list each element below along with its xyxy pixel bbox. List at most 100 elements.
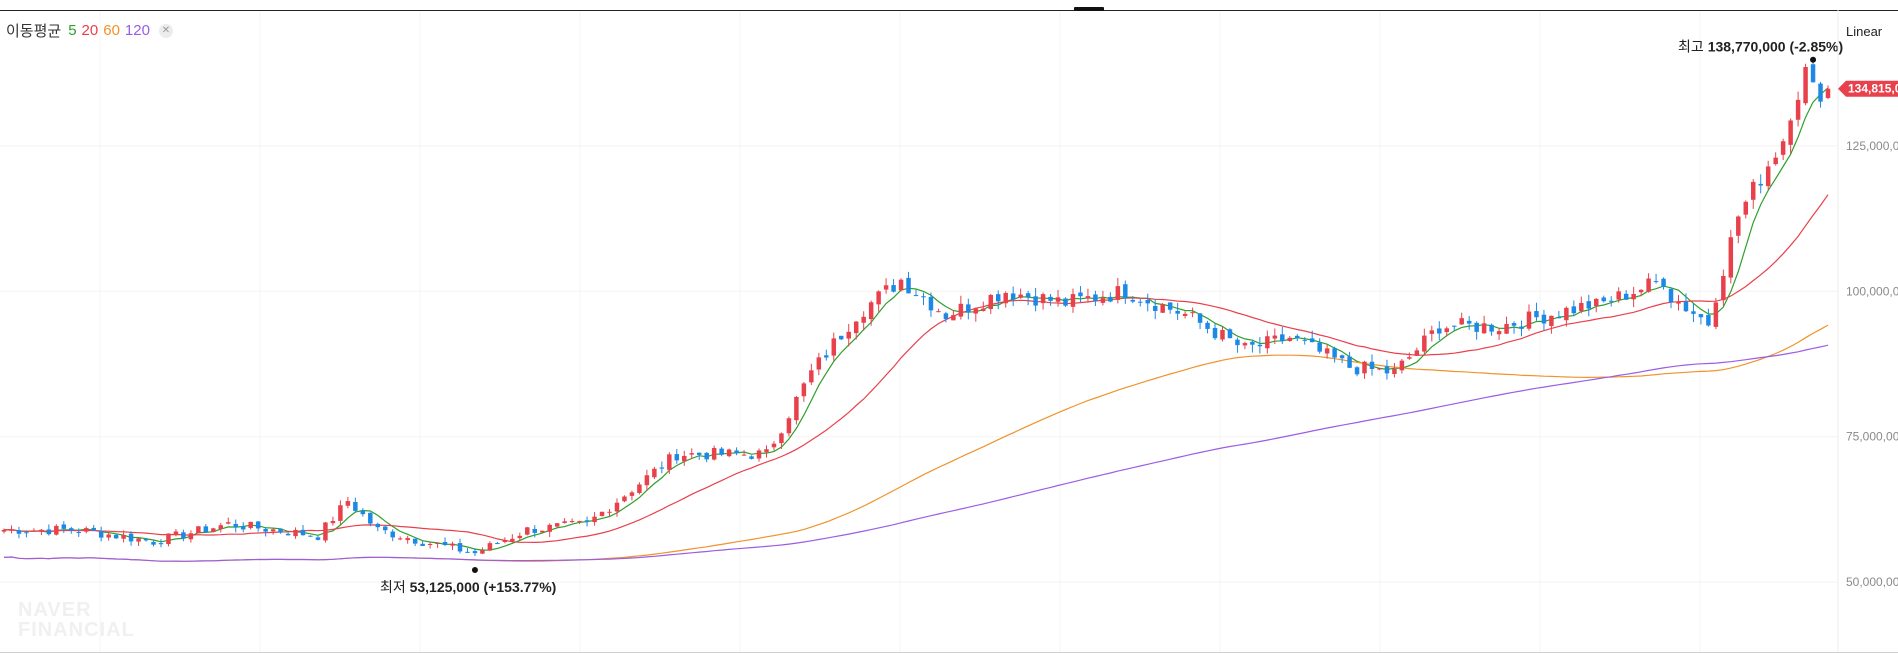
candle-body-113 [846, 331, 851, 339]
scale-mode-label: Linear [1846, 24, 1883, 39]
candle-body-7 [54, 525, 59, 535]
moving-average-legend: 이동평균 5 20 60 120 ✕ [6, 20, 173, 41]
candle-body-16 [121, 535, 126, 539]
candle-body-121 [906, 277, 911, 294]
candle-body-122 [913, 295, 919, 297]
candle-body-123 [921, 296, 926, 298]
candle-body-96 [719, 448, 724, 455]
candle-body-25 [188, 533, 194, 540]
candle-body-137 [1025, 293, 1031, 298]
candle-body-178 [1332, 348, 1337, 358]
watermark-line1: NAVER [18, 599, 92, 621]
candle-body-13 [98, 530, 104, 538]
candle-body-228 [1706, 315, 1711, 326]
candle-body-65 [487, 543, 493, 551]
candle-body-3 [24, 532, 29, 534]
ma-line-5 [3, 87, 1829, 551]
ma-line-20 [3, 194, 1829, 544]
legend-ma-120[interactable]: 120 [124, 22, 150, 39]
candle-body-11 [83, 528, 89, 532]
candle-body-145 [1085, 296, 1091, 299]
candle-body-197 [1474, 322, 1479, 332]
candle-body-0 [1, 529, 7, 532]
candle-body-91 [682, 455, 687, 462]
candle-body-144 [1078, 292, 1083, 297]
candle-body-171 [1280, 334, 1285, 342]
candle-body-99 [741, 454, 747, 456]
candle-body-223 [1668, 288, 1674, 303]
annotation-dot-low [471, 567, 478, 573]
legend-ma-20[interactable]: 20 [81, 22, 99, 39]
candle-body-213 [1594, 298, 1599, 306]
candle-body-50 [375, 523, 381, 528]
candle-body-240 [1795, 99, 1801, 120]
candle-body-135 [1010, 293, 1016, 300]
annotation-high-value: 138,770,000 (-2.85%) [1708, 39, 1843, 55]
candle-body-22 [166, 533, 171, 545]
candle-body-126 [943, 313, 949, 320]
y-tick-3: 125,000,0 [1846, 139, 1898, 153]
bottom-border [0, 652, 1898, 653]
candle-body-183 [1369, 361, 1375, 369]
candle-body-206 [1541, 314, 1547, 324]
legend-close-icon[interactable]: ✕ [158, 23, 173, 38]
candle-body-125 [936, 311, 941, 313]
resize-handle[interactable] [1074, 7, 1104, 11]
candle-body-181 [1354, 367, 1360, 375]
candle-body-88 [659, 467, 665, 469]
candle-body-173 [1295, 335, 1300, 339]
candle-body-130 [973, 308, 979, 314]
candle-body-143 [1070, 294, 1076, 307]
candle-body-9 [69, 528, 74, 531]
candle-body-46 [345, 501, 351, 506]
candle-body-133 [995, 294, 1001, 302]
legend-ma-60[interactable]: 60 [103, 22, 120, 39]
annotation-low: 최저 53,125,000 (+153.77%) [380, 579, 556, 595]
candle-body-224 [1676, 302, 1681, 304]
ma-line-60 [3, 324, 1829, 562]
annotations: 최저 53,125,000 (+153.77%) 최고 138,770,000 (… [380, 39, 1843, 595]
scale-mode-button[interactable]: Linear [1846, 24, 1882, 39]
candle-body-230 [1721, 275, 1726, 301]
candle-body-116 [868, 302, 874, 320]
candle-body-1 [9, 529, 14, 531]
candle-body-132 [988, 294, 993, 310]
candle-body-74 [554, 523, 560, 527]
candle-body-159 [1190, 312, 1195, 314]
candle-body-48 [360, 510, 366, 515]
candle-body-172 [1287, 337, 1293, 341]
candle-body-180 [1347, 356, 1352, 368]
candle-body-148 [1108, 296, 1113, 302]
candle-body-90 [674, 454, 680, 461]
candle-body-92 [689, 453, 694, 455]
candle-body-114 [853, 321, 859, 334]
candle-body-38 [285, 533, 291, 536]
legend-ma-5[interactable]: 5 [68, 22, 77, 39]
candle-body-208 [1556, 317, 1562, 319]
candle-body-80 [599, 511, 605, 516]
candle-body-12 [91, 527, 96, 531]
candle-body-89 [667, 454, 672, 470]
candle-body-78 [584, 520, 590, 522]
candle-body-189 [1414, 350, 1420, 356]
candle-body-184 [1377, 368, 1382, 370]
candle-body-169 [1265, 336, 1270, 349]
candle-body-111 [831, 338, 837, 356]
candle-body-117 [876, 291, 881, 305]
candle-body-98 [734, 450, 739, 454]
candle-body-64 [480, 550, 485, 554]
candle-body-149 [1115, 286, 1121, 300]
candle-body-141 [1055, 297, 1061, 302]
candle-body-62 [465, 551, 470, 553]
candle-body-97 [726, 449, 732, 457]
candle-body-222 [1661, 278, 1666, 288]
candle-body-40 [300, 529, 306, 536]
candle-body-33 [248, 521, 253, 528]
candle-body-152 [1138, 301, 1143, 303]
candle-body-49 [368, 512, 373, 524]
candle-body-6 [46, 529, 52, 535]
candle-body-221 [1653, 281, 1659, 283]
candle-body-4 [31, 530, 37, 532]
candle-body-170 [1272, 335, 1278, 339]
